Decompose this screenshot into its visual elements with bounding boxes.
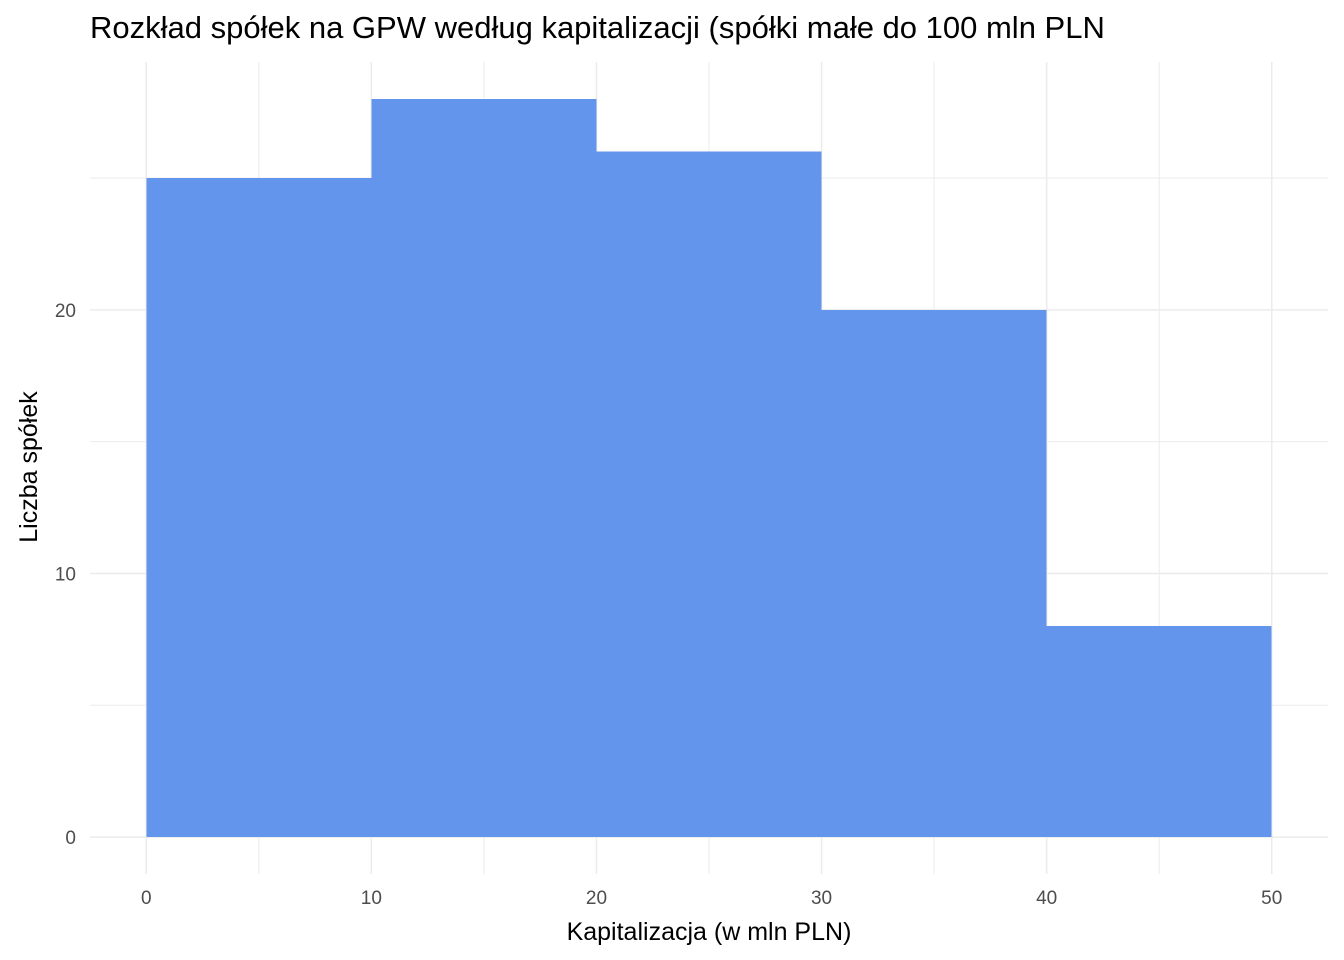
histogram-bar — [821, 309, 1047, 838]
histogram-bar — [596, 151, 822, 838]
histogram-bar — [371, 98, 597, 838]
x-tick-label: 10 — [361, 888, 382, 909]
y-axis-title: Liczba spółek — [15, 391, 43, 543]
x-tick-label: 30 — [811, 888, 832, 909]
x-tick-label: 0 — [141, 888, 152, 909]
x-tick-label: 50 — [1261, 888, 1282, 909]
x-axis-title: Kapitalizacja (w mln PLN) — [567, 918, 852, 946]
x-tick-label: 20 — [586, 888, 607, 909]
y-axis-ticks: 0 10 20 — [55, 301, 76, 849]
histogram-bars — [146, 98, 1272, 838]
x-axis-ticks: 0 10 20 30 40 50 — [141, 888, 1282, 909]
y-tick-label: 10 — [55, 564, 76, 585]
histogram-bar — [1046, 626, 1272, 838]
chart-title: Rozkład spółek na GPW według kapitalizac… — [90, 10, 1105, 45]
y-tick-label: 0 — [65, 828, 76, 849]
x-tick-label: 40 — [1036, 888, 1057, 909]
histogram-bar — [146, 178, 372, 838]
y-tick-label: 20 — [55, 301, 76, 322]
